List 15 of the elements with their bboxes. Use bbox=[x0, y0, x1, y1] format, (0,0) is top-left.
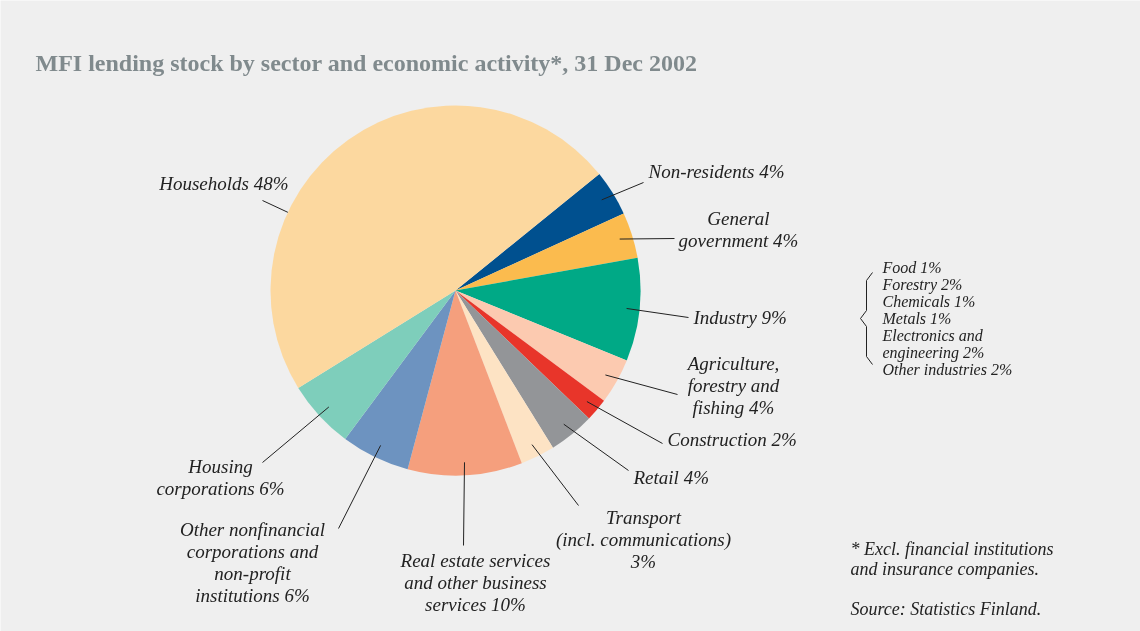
slice-label: Real estate services and other business services 10% bbox=[399, 549, 551, 615]
text: * Excl. financial institutions and insurance companies. bbox=[850, 538, 1054, 579]
slice-label: General government 4% bbox=[678, 207, 799, 251]
slice-label: Retail 4% bbox=[632, 466, 709, 488]
slice-label: Transport (incl. communications) 3% bbox=[555, 506, 732, 572]
slice-label: Non-residents 4% bbox=[647, 160, 785, 182]
text: Food 1% Forestry 2% Chemicals 1% Metals 1% Electronics and engineering 2% Other industries 2% bbox=[881, 258, 1013, 378]
source-note: Source: Statistics Finland. bbox=[850, 598, 1042, 619]
slice-label: Construction 2% bbox=[667, 428, 797, 450]
slice-label: Housing corporations 6% bbox=[156, 455, 285, 499]
chart-title: MFI lending stock by sector and economic activity*, 31 Dec 2002 bbox=[35, 49, 697, 76]
slice-label: Industry 9% bbox=[692, 306, 787, 328]
slice-label: Households 48% bbox=[158, 172, 289, 194]
slice-label: Other nonfinancial corporations and non-profit institutions 6% bbox=[179, 518, 326, 606]
slice-label: Agriculture, forestry and fishing 4% bbox=[685, 352, 780, 418]
